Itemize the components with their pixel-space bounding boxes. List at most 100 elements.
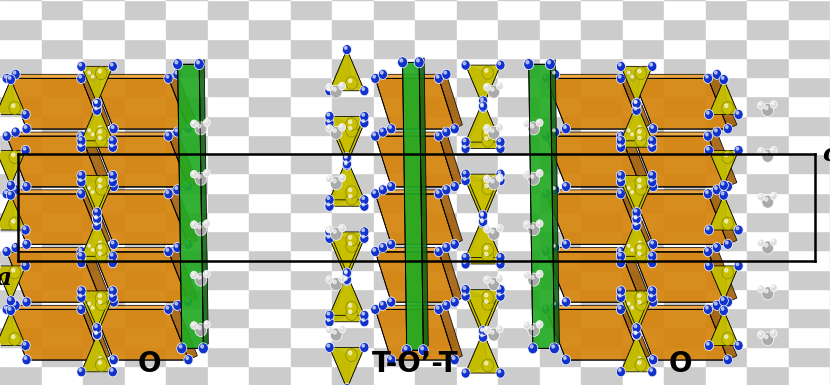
- Circle shape: [343, 152, 352, 162]
- Bar: [622, 212, 664, 231]
- Polygon shape: [0, 80, 15, 114]
- Circle shape: [166, 248, 168, 251]
- Circle shape: [95, 325, 97, 328]
- Circle shape: [734, 225, 743, 235]
- Circle shape: [550, 300, 559, 310]
- Polygon shape: [483, 296, 500, 337]
- Circle shape: [528, 122, 540, 135]
- Bar: [664, 270, 706, 289]
- Circle shape: [452, 126, 455, 129]
- Circle shape: [463, 62, 466, 65]
- Circle shape: [77, 367, 86, 377]
- Circle shape: [736, 147, 739, 150]
- Polygon shape: [466, 332, 488, 373]
- Circle shape: [491, 229, 494, 233]
- Circle shape: [99, 183, 101, 186]
- Circle shape: [712, 185, 721, 195]
- Bar: [166, 270, 208, 289]
- Circle shape: [97, 124, 106, 134]
- Circle shape: [111, 299, 114, 302]
- Bar: [581, 212, 622, 231]
- Bar: [42, 250, 83, 270]
- Circle shape: [387, 239, 396, 249]
- Circle shape: [482, 359, 494, 372]
- Circle shape: [498, 286, 500, 289]
- Circle shape: [484, 175, 491, 182]
- Circle shape: [184, 297, 193, 307]
- Bar: [374, 327, 415, 346]
- Polygon shape: [466, 223, 500, 264]
- Circle shape: [632, 105, 642, 115]
- Polygon shape: [81, 291, 101, 328]
- Polygon shape: [546, 194, 641, 244]
- Bar: [290, 38, 332, 58]
- Bar: [622, 289, 664, 308]
- Polygon shape: [330, 274, 352, 315]
- Circle shape: [95, 291, 107, 304]
- Bar: [622, 0, 664, 19]
- Circle shape: [637, 69, 641, 73]
- Polygon shape: [330, 232, 352, 273]
- Circle shape: [650, 172, 652, 175]
- Polygon shape: [466, 290, 488, 331]
- Bar: [747, 77, 788, 96]
- Polygon shape: [81, 74, 110, 129]
- Bar: [0, 58, 42, 77]
- Circle shape: [79, 191, 81, 194]
- Circle shape: [496, 275, 503, 283]
- Bar: [290, 77, 332, 96]
- Bar: [166, 346, 208, 366]
- Bar: [415, 212, 457, 231]
- Bar: [42, 346, 83, 366]
- Bar: [498, 154, 540, 173]
- Polygon shape: [709, 266, 739, 301]
- Bar: [706, 116, 747, 135]
- Polygon shape: [330, 123, 352, 164]
- Circle shape: [637, 181, 646, 192]
- Circle shape: [2, 131, 12, 141]
- Bar: [622, 135, 664, 154]
- Circle shape: [482, 243, 494, 256]
- Bar: [706, 270, 747, 289]
- Polygon shape: [637, 291, 652, 328]
- Circle shape: [203, 169, 210, 177]
- Polygon shape: [466, 181, 488, 222]
- Circle shape: [632, 330, 642, 340]
- Bar: [664, 19, 706, 38]
- Bar: [0, 0, 42, 19]
- Polygon shape: [439, 190, 462, 244]
- Circle shape: [629, 246, 638, 257]
- Circle shape: [343, 269, 352, 279]
- Bar: [622, 116, 664, 135]
- Polygon shape: [330, 281, 352, 322]
- Circle shape: [442, 69, 451, 79]
- Polygon shape: [0, 195, 26, 230]
- Circle shape: [463, 370, 466, 373]
- Bar: [124, 116, 166, 135]
- Circle shape: [647, 292, 657, 302]
- Circle shape: [444, 71, 447, 74]
- Bar: [415, 0, 457, 19]
- Circle shape: [327, 87, 330, 90]
- Polygon shape: [708, 74, 737, 129]
- Circle shape: [631, 75, 633, 78]
- Circle shape: [4, 306, 7, 309]
- Circle shape: [360, 342, 369, 352]
- Bar: [42, 173, 83, 192]
- Circle shape: [712, 69, 721, 79]
- Circle shape: [91, 133, 94, 136]
- Circle shape: [325, 342, 334, 352]
- Bar: [788, 212, 830, 231]
- Circle shape: [191, 221, 198, 228]
- Circle shape: [536, 220, 543, 228]
- Circle shape: [764, 243, 768, 247]
- Bar: [332, 366, 374, 385]
- Polygon shape: [81, 66, 113, 103]
- Circle shape: [2, 73, 12, 84]
- Circle shape: [328, 227, 330, 229]
- Circle shape: [198, 275, 201, 279]
- Circle shape: [99, 241, 101, 244]
- Circle shape: [759, 241, 761, 243]
- Circle shape: [108, 251, 117, 261]
- Circle shape: [617, 292, 626, 302]
